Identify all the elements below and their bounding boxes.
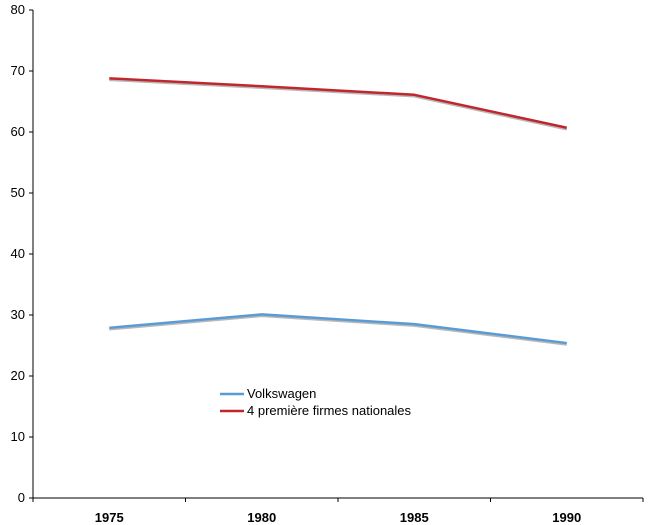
y-tick-label: 0 — [18, 490, 25, 505]
series-line-shadow — [109, 78, 568, 131]
x-tick-label: 1980 — [247, 510, 276, 525]
series-layer — [109, 77, 568, 346]
y-tick-label: 50 — [11, 185, 25, 200]
legend-label: Volkswagen — [247, 386, 316, 401]
y-tick-label: 40 — [11, 246, 25, 261]
y-tick-label: 70 — [11, 63, 25, 78]
x-tick-label: 1990 — [552, 510, 581, 525]
series-0 — [109, 313, 567, 346]
y-tick-label: 30 — [11, 307, 25, 322]
x-tick-label: 1975 — [95, 510, 124, 525]
series-line — [109, 313, 567, 345]
y-tick-label: 10 — [11, 429, 25, 444]
y-tick-label: 80 — [11, 2, 25, 17]
series-line-shadow — [109, 314, 567, 346]
y-axis-ticks: 0 10 20 30 40 50 60 70 80 — [11, 2, 33, 505]
legend: Volkswagen 4 première firmes nationales — [220, 386, 412, 418]
axes — [32, 10, 643, 499]
x-axis-ticks: 1975 1980 1985 1990 — [32, 498, 644, 525]
y-tick-label: 20 — [11, 368, 25, 383]
legend-label: 4 première firmes nationales — [247, 403, 412, 418]
y-tick-label: 60 — [11, 124, 25, 139]
x-tick-label: 1985 — [400, 510, 429, 525]
series-1 — [109, 77, 568, 131]
series-line — [109, 77, 568, 129]
